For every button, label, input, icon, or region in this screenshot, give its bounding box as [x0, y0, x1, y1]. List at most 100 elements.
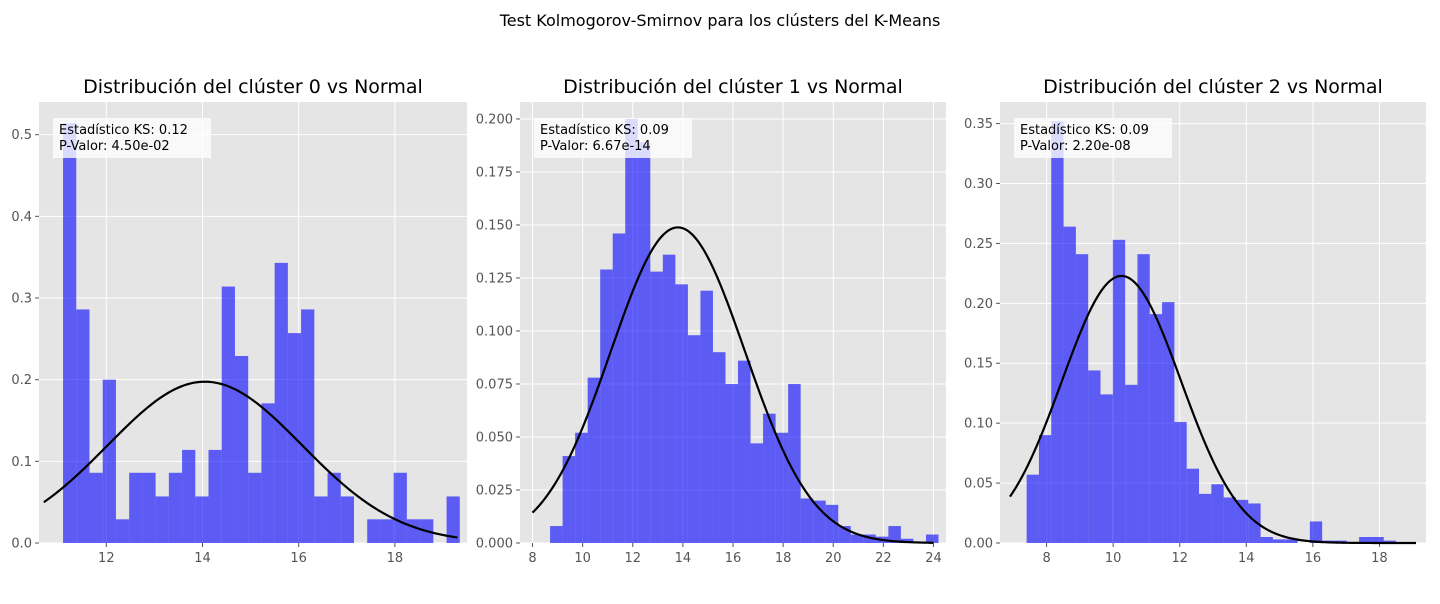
histogram-bar [1309, 521, 1323, 543]
histogram-bar [406, 519, 421, 543]
histogram-bar [314, 496, 328, 543]
histogram-bar [168, 472, 183, 543]
x-tick-label: 22 [875, 551, 892, 566]
histogram-bar [900, 538, 914, 543]
histogram-bar [1125, 384, 1138, 543]
histogram-bar [1051, 121, 1064, 543]
histogram-bar [1260, 537, 1273, 543]
histogram-bar [1038, 435, 1052, 543]
histogram-bar [1199, 493, 1212, 543]
histogram-bar [208, 449, 222, 543]
histogram-bar [1235, 499, 1249, 543]
histogram-bar [393, 472, 407, 543]
histogram-bar [650, 271, 663, 543]
histogram-bar [712, 352, 726, 543]
x-tick-label: 20 [825, 551, 842, 566]
chart-panel-1: 0.000 0.025 0.050 0.075 0.100 0.125 0.150 0.175… [476, 76, 946, 566]
histogram-bar [155, 496, 169, 543]
histogram-bar [1223, 497, 1236, 543]
x-tick-label: 18 [387, 551, 404, 566]
histogram-bar [115, 519, 130, 543]
histogram-bar [274, 262, 288, 543]
histogram-bar [775, 432, 789, 543]
histogram-bar [446, 496, 460, 543]
y-tick-label: 0.25 [964, 237, 993, 252]
histogram-bar [800, 498, 814, 543]
histogram-bar [637, 142, 651, 543]
y-tick-label: 0.10 [964, 417, 993, 432]
histogram-bar [1359, 537, 1372, 543]
x-tick-label: 14 [1238, 551, 1255, 566]
histogram-bar [1162, 302, 1175, 543]
histogram-bar [1149, 314, 1163, 543]
histogram-bar [261, 403, 275, 543]
y-tick-label: 0.3 [11, 292, 32, 307]
x-tick-label: 14 [194, 551, 211, 566]
histogram-bar [738, 360, 751, 543]
chart-title: Distribución del clúster 1 vs Normal [563, 76, 903, 98]
histogram-bar [825, 504, 839, 543]
histogram-bar [687, 335, 701, 543]
y-tick-label: 0.00 [964, 537, 993, 552]
x-tick-label: 10 [574, 551, 591, 566]
histogram-bar [1137, 254, 1150, 543]
x-tick-label: 12 [98, 551, 115, 566]
histogram-bar [1248, 503, 1261, 543]
histogram-bar [562, 456, 576, 543]
histogram-bar [1272, 539, 1286, 543]
x-tick-label: 18 [775, 551, 792, 566]
normal-curve [43, 380, 458, 539]
x-tick-label: 16 [725, 551, 742, 566]
y-tick-label: 0.5 [11, 128, 32, 143]
y-tick-label: 0.2 [11, 373, 32, 388]
histogram-bar [1285, 539, 1298, 543]
histogram-bar [925, 534, 939, 543]
histogram-bar [1186, 468, 1200, 543]
histogram-bar [725, 383, 739, 543]
y-tick-label: 0.200 [476, 112, 513, 127]
normal-curve [1009, 274, 1417, 545]
y-tick-label: 0.05 [964, 477, 993, 492]
y-tick-label: 0.175 [476, 165, 513, 180]
histogram-bar [142, 472, 156, 543]
histogram-bar [234, 355, 249, 543]
histogram-bar [850, 534, 864, 543]
histogram-bar [1371, 537, 1384, 543]
ks-statistic-text: Estadístico KS: 0.09 [540, 123, 669, 138]
histogram-bar [1088, 370, 1101, 543]
y-tick-label: 0.15 [964, 357, 993, 372]
histogram-bar [1112, 239, 1126, 543]
histogram-bar [888, 526, 901, 543]
y-tick-label: 0.100 [476, 324, 513, 339]
ks-statistic-text: Estadístico KS: 0.09 [1020, 123, 1149, 138]
histogram-bar [662, 254, 676, 543]
histogram-bar [327, 472, 341, 543]
histogram-bar [612, 233, 626, 544]
histogram-bar [763, 413, 776, 543]
annotation-box [534, 118, 692, 158]
histogram-bar [195, 496, 209, 543]
histogram-bar [1383, 540, 1397, 543]
histogram-bar [248, 472, 262, 543]
histogram-bar [675, 284, 688, 543]
histogram-bar [182, 449, 196, 543]
histogram-bar [340, 496, 354, 543]
histogram-bar [1063, 226, 1076, 543]
histogram-bar [550, 526, 563, 543]
y-tick-label: 0.075 [476, 377, 513, 392]
histogram-bar [380, 519, 394, 543]
histogram-bar [301, 309, 315, 543]
chart-title: Distribución del clúster 2 vs Normal [1043, 76, 1383, 98]
histogram-bar [625, 118, 638, 543]
chart-panel-2: 0.00 0.05 0.10 0.15 0.20 0.25 0.30 0.35 8 10 12 14 1… [964, 76, 1426, 566]
histogram-bar [89, 472, 103, 543]
ks-statistic-text: Estadístico KS: 0.12 [59, 123, 188, 138]
histogram-bar [1211, 484, 1224, 543]
p-value-text: P-Valor: 4.50e-02 [59, 139, 170, 154]
y-tick-label: 0.35 [964, 117, 993, 132]
x-tick-label: 12 [624, 551, 641, 566]
histogram-bar [1075, 254, 1089, 543]
y-tick-label: 0.050 [476, 430, 513, 445]
x-tick-label: 24 [925, 551, 942, 566]
